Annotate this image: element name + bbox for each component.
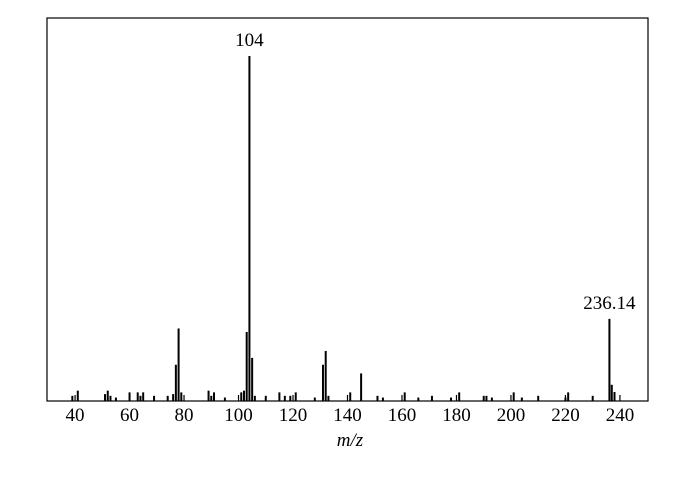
x-tick-label: 120	[279, 405, 308, 426]
x-tick-label: 160	[388, 405, 417, 426]
peak-label: 236.14	[583, 293, 636, 314]
x-tick-label: 240	[606, 405, 635, 426]
x-tick-label: 220	[551, 405, 580, 426]
plot-frame	[46, 17, 649, 402]
x-axis-label: m/z	[337, 430, 364, 451]
x-tick-label: 80	[175, 405, 194, 426]
x-tick-label: 60	[120, 405, 139, 426]
peak-label: 104	[235, 30, 264, 51]
x-tick-label: 180	[442, 405, 471, 426]
x-tick-label: 100	[224, 405, 253, 426]
x-tick-label: 40	[66, 405, 85, 426]
x-tick-label: 140	[333, 405, 362, 426]
x-tick-label: 200	[497, 405, 526, 426]
